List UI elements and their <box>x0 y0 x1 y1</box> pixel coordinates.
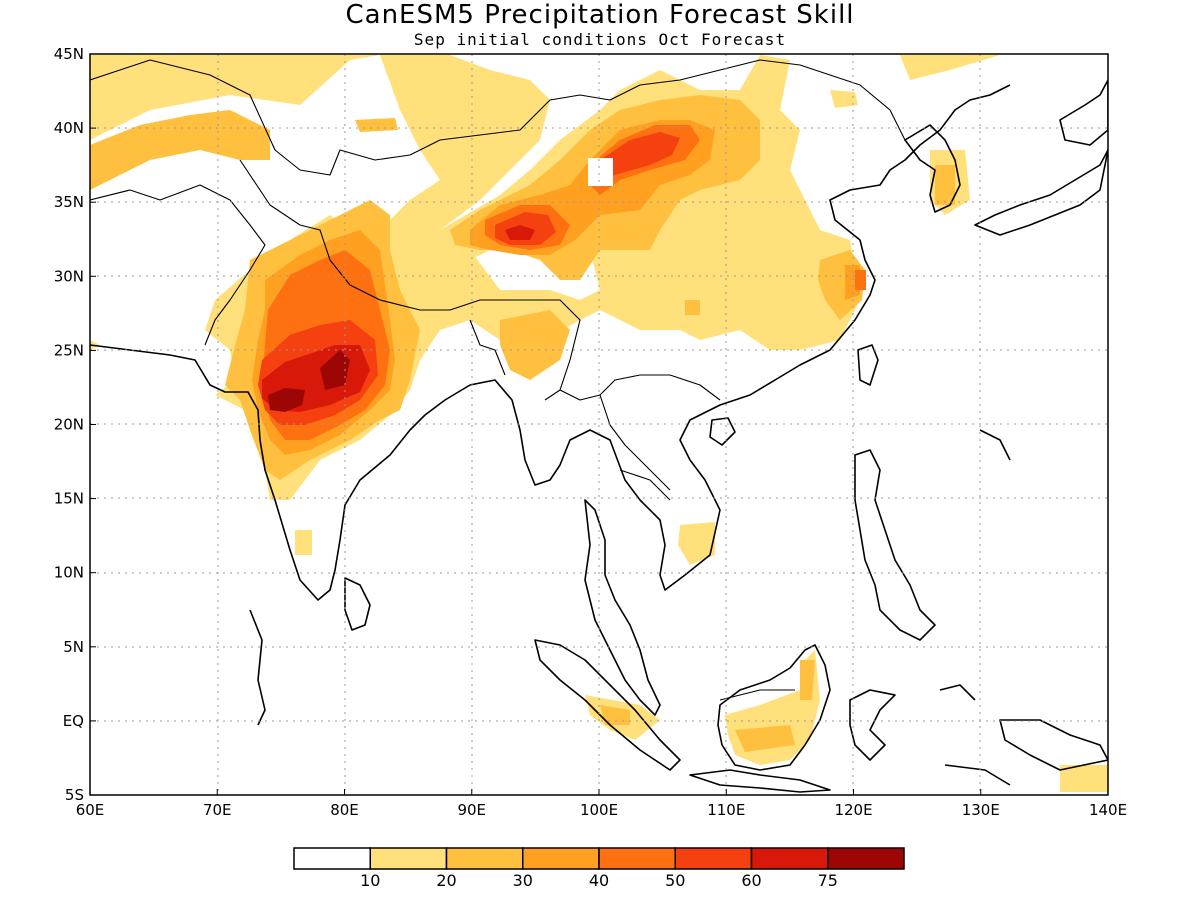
colorbar-label: 30 <box>513 871 533 890</box>
colorbar-label: 75 <box>818 871 838 890</box>
colorbar-swatch <box>369 847 448 870</box>
colorbar-swatch <box>293 847 371 870</box>
y-tick-label: 20N <box>54 416 84 434</box>
y-tick-label: 35N <box>54 193 84 211</box>
country-borders <box>90 59 906 701</box>
colorbar-swatch <box>827 847 905 870</box>
y-axis-labels: 5S EQ 5N 10N 15N 20N 25N 30N 35N 40N 45N <box>54 45 84 804</box>
x-tick-label: 90E <box>457 801 486 819</box>
y-tick-label: 15N <box>54 490 84 508</box>
colorbar-swatch <box>750 847 829 870</box>
colorbar-label: 60 <box>741 871 761 890</box>
y-tick-label: EQ <box>63 712 84 730</box>
colorbar-swatch <box>598 847 676 870</box>
x-tick-label: 100E <box>580 801 618 819</box>
x-tick-label: 60E <box>76 801 105 819</box>
y-tick-label: 5N <box>63 638 84 656</box>
x-tick-label: 110E <box>707 801 745 819</box>
y-tick-label: 40N <box>54 119 84 137</box>
colorbar-label: 10 <box>360 871 380 890</box>
colorbar: 10 20 30 40 50 60 75 <box>293 847 905 890</box>
x-axis-labels: 60E 70E 80E 90E 100E 110E 120E 130E 140E <box>76 801 1127 819</box>
colorbar-label: 40 <box>589 871 609 890</box>
colorbar-swatch <box>674 847 753 870</box>
skill-shading <box>90 55 1108 792</box>
map-subtitle: Sep initial conditions Oct Forecast <box>414 30 786 49</box>
x-tick-label: 70E <box>203 801 232 819</box>
map-gridlines <box>90 54 1108 795</box>
y-tick-label: 10N <box>54 564 84 582</box>
y-tick-label: 45N <box>54 45 84 63</box>
colorbar-label: 50 <box>665 871 685 890</box>
axis-tick-marks <box>89 53 1109 796</box>
x-tick-label: 120E <box>834 801 872 819</box>
x-tick-label: 130E <box>962 801 1000 819</box>
map-plot-area <box>90 54 1108 795</box>
y-tick-label: 5S <box>65 786 84 804</box>
y-tick-label: 30N <box>54 267 84 285</box>
x-tick-label: 80E <box>330 801 359 819</box>
x-tick-label: 140E <box>1089 801 1127 819</box>
colorbar-swatch <box>445 847 524 870</box>
y-tick-label: 25N <box>54 341 84 359</box>
coastlines <box>90 79 1108 793</box>
colorbar-label: 20 <box>436 871 456 890</box>
colorbar-swatch <box>522 847 600 870</box>
map-title: CanESM5 Precipitation Forecast Skill <box>345 0 854 30</box>
